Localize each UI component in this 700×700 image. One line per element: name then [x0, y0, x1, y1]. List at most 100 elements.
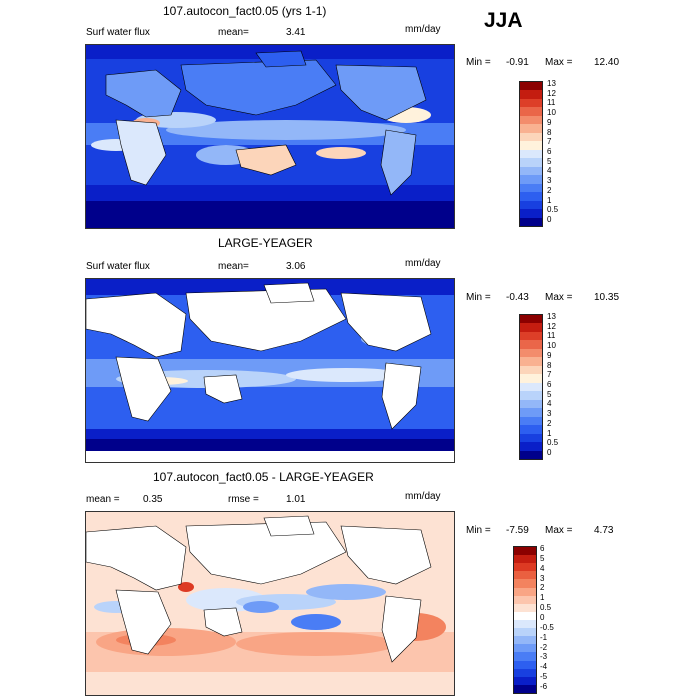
- colorbar-label: -2: [540, 642, 548, 652]
- panel-1-max-label: Max =: [545, 57, 573, 68]
- colorbar-swatch: [514, 587, 536, 596]
- colorbar-swatch: [520, 132, 542, 142]
- colorbar-label: 2: [547, 185, 552, 195]
- panel-3-max-value: 4.73: [594, 525, 614, 536]
- panel-2-map: [85, 278, 455, 463]
- colorbar-label: 12: [547, 88, 556, 98]
- panel-3-colorbar: [513, 546, 537, 694]
- colorbar-label: 6: [540, 544, 545, 553]
- panel-1-title: 107.autocon_fact0.05 (yrs 1-1): [163, 4, 327, 18]
- colorbar-label: -1: [540, 632, 548, 642]
- colorbar-swatch: [520, 374, 542, 383]
- colorbar-swatch: [520, 331, 542, 341]
- colorbar-swatch: [514, 611, 536, 620]
- colorbar-swatch: [520, 450, 542, 459]
- colorbar-swatch: [514, 660, 536, 669]
- colorbar-swatch: [520, 442, 542, 451]
- panel-2-mean-value: 3.06: [286, 261, 306, 272]
- panel-1-colorbar: [519, 81, 543, 227]
- colorbar-swatch: [520, 340, 542, 349]
- panel-1-max-value: 12.40: [594, 57, 620, 68]
- colorbar-swatch: [520, 166, 542, 176]
- panel-2-units: mm/day: [405, 258, 441, 269]
- panel-3-max-label: Max =: [545, 525, 573, 536]
- colorbar-swatch: [514, 555, 536, 564]
- panel-2-max-label: Max =: [545, 292, 573, 303]
- colorbar-swatch: [520, 200, 542, 210]
- colorbar-label: -3: [540, 652, 548, 662]
- panel-3-mean-label: mean =: [86, 494, 120, 505]
- season-label: JJA: [484, 9, 523, 32]
- colorbar-label: 8: [547, 360, 552, 370]
- colorbar-label: 12: [547, 321, 556, 331]
- colorbar-swatch: [514, 571, 536, 580]
- colorbar-swatch: [520, 323, 542, 332]
- panel-3-min-value: -7.59: [506, 525, 529, 536]
- colorbar-swatch: [520, 149, 542, 159]
- panel-2-mean-label: mean=: [218, 261, 249, 272]
- colorbar-label: 11: [547, 98, 556, 108]
- colorbar-swatch: [520, 175, 542, 184]
- colorbar-label: 0.5: [547, 438, 559, 448]
- colorbar-label: 7: [547, 137, 552, 147]
- colorbar-swatch: [514, 563, 536, 572]
- colorbar-label: 5: [547, 389, 552, 399]
- colorbar-swatch: [520, 192, 542, 201]
- panel-2-variable-label: Surf water flux: [86, 261, 150, 272]
- panel-3-min-label: Min =: [466, 525, 491, 536]
- colorbar-swatch: [520, 399, 542, 409]
- colorbar-label: 13: [547, 312, 556, 321]
- panel-1-min-value: -0.91: [506, 57, 529, 68]
- colorbar-label: -4: [540, 662, 548, 672]
- panel-2-min-value: -0.43: [506, 292, 529, 303]
- colorbar-label: 11: [547, 331, 556, 341]
- colorbar-label: 7: [547, 370, 552, 380]
- panel-3-rmse-label: rmse =: [228, 494, 259, 505]
- panel-2-colorbar: [519, 314, 543, 460]
- colorbar-label: 0: [547, 448, 552, 457]
- colorbar-label: 3: [540, 573, 545, 583]
- colorbar-swatch: [520, 315, 542, 324]
- colorbar-label: 0.5: [547, 205, 559, 215]
- colorbar-label: 5: [547, 156, 552, 166]
- colorbar-swatch: [520, 348, 542, 358]
- colorbar-swatch: [520, 82, 542, 91]
- panel-2-min-label: Min =: [466, 292, 491, 303]
- colorbar-label: 1: [540, 593, 545, 603]
- panel-2-max-value: 10.35: [594, 292, 620, 303]
- colorbar-swatch: [520, 209, 542, 218]
- colorbar-swatch: [520, 365, 542, 375]
- colorbar-label: 0.5: [540, 603, 552, 613]
- panel-3-mean-value: 0.35: [143, 494, 163, 505]
- colorbar-label: 4: [540, 563, 545, 573]
- colorbar-label: -5: [540, 672, 548, 682]
- colorbar-label: 0: [547, 215, 552, 224]
- colorbar-swatch: [514, 619, 536, 629]
- panel-1-mean-value: 3.41: [286, 27, 306, 38]
- colorbar-swatch: [520, 408, 542, 417]
- panel-1-map-field: [86, 45, 454, 228]
- colorbar-swatch: [520, 124, 542, 133]
- colorbar-label: 10: [547, 341, 556, 351]
- colorbar-swatch: [520, 98, 542, 108]
- colorbar-swatch: [514, 603, 536, 612]
- colorbar-swatch: [514, 595, 536, 604]
- colorbar-swatch: [514, 644, 536, 653]
- colorbar-swatch: [520, 391, 542, 400]
- colorbar-label: 13: [547, 79, 556, 88]
- colorbar-label: -0.5: [540, 622, 554, 632]
- colorbar-label: 6: [547, 147, 552, 156]
- panel-3-units: mm/day: [405, 491, 441, 502]
- colorbar-label: -6: [540, 682, 548, 691]
- panel-1-min-label: Min =: [466, 57, 491, 68]
- colorbar-swatch: [514, 668, 536, 677]
- panel-1-units: mm/day: [405, 24, 441, 35]
- colorbar-label: 4: [547, 166, 552, 176]
- panel-3-rmse-value: 1.01: [286, 494, 306, 505]
- colorbar-swatch: [514, 636, 536, 645]
- panel-3-title: 107.autocon_fact0.05 - LARGE-YEAGER: [153, 470, 374, 484]
- colorbar-swatch: [520, 433, 542, 443]
- colorbar-label: 3: [547, 176, 552, 186]
- colorbar-swatch: [514, 684, 536, 693]
- colorbar-label: 9: [547, 117, 552, 127]
